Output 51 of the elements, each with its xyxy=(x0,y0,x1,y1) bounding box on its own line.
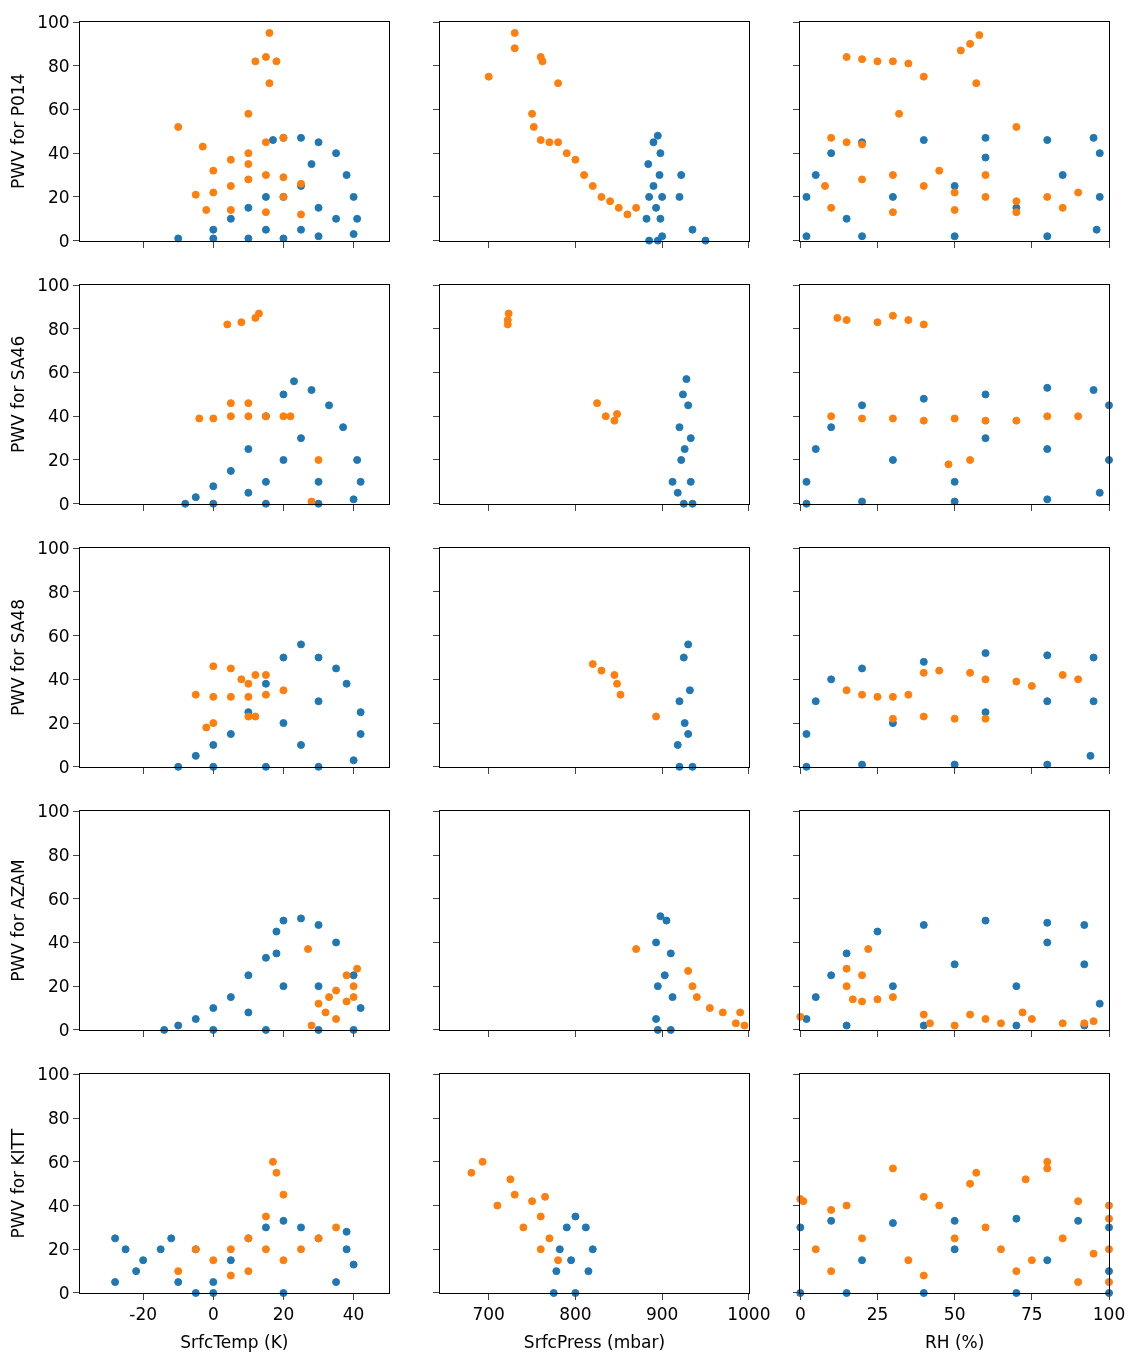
x-tick-label: 25 xyxy=(866,1304,889,1325)
y-tick-label: 20 xyxy=(47,449,70,470)
y-tick-label: 40 xyxy=(47,669,70,690)
y-tick-label: 100 xyxy=(37,538,70,559)
y-tick-label: 60 xyxy=(47,1151,70,1172)
x-tick-label: 0 xyxy=(207,1304,219,1325)
y-tick-label: 100 xyxy=(37,801,70,822)
y-axis-title: PWV for SA48 xyxy=(7,598,28,717)
y-tick-label: 40 xyxy=(47,406,70,427)
y-tick-label: 60 xyxy=(47,625,70,646)
y-tick-label: 40 xyxy=(47,143,70,164)
x-tick-label: 20 xyxy=(272,1304,295,1325)
y-tick-label: 0 xyxy=(58,1019,70,1040)
x-tick-label: 1000 xyxy=(727,1304,771,1325)
y-tick-label: 80 xyxy=(47,55,70,76)
x-axis-title: SrfcPress (mbar) xyxy=(523,1331,666,1352)
y-tick-label: 40 xyxy=(47,1195,70,1216)
x-tick-label: 0 xyxy=(794,1304,806,1325)
y-tick-label: 40 xyxy=(47,932,70,953)
y-tick-label: 80 xyxy=(47,844,70,865)
y-tick-label: 60 xyxy=(47,888,70,909)
x-tick-label: 40 xyxy=(342,1304,365,1325)
y-tick-label: 20 xyxy=(47,1239,70,1260)
y-axis-title: PWV for AZAM xyxy=(7,859,28,982)
y-tick-label: 60 xyxy=(47,362,70,383)
y-axis-title: PWV for SA46 xyxy=(7,335,28,454)
y-tick-label: 100 xyxy=(37,1064,70,1085)
x-tick-label: 75 xyxy=(1021,1304,1043,1325)
y-axis-title: PWV for KITT xyxy=(7,1128,28,1239)
y-tick-label: 100 xyxy=(37,275,70,296)
x-tick-label: -20 xyxy=(129,1304,158,1325)
x-tick-label: 100 xyxy=(1092,1304,1126,1325)
y-tick-label: 80 xyxy=(47,318,70,339)
y-tick-label: 0 xyxy=(58,1282,70,1303)
y-tick-label: 60 xyxy=(47,99,70,120)
x-axis-title: RH (%) xyxy=(924,1331,985,1352)
x-tick-label: 800 xyxy=(559,1304,592,1325)
y-tick-label: 0 xyxy=(58,756,70,777)
y-tick-label: 0 xyxy=(58,493,70,514)
y-tick-label: 0 xyxy=(58,230,70,251)
x-tick-label: 50 xyxy=(943,1304,966,1325)
y-tick-label: 20 xyxy=(47,976,70,997)
x-tick-label: 900 xyxy=(645,1304,679,1325)
y-axis-title: PWV for P014 xyxy=(7,73,28,190)
y-tick-label: 20 xyxy=(47,186,70,207)
x-axis-title: SrfcTemp (K) xyxy=(180,1331,289,1352)
y-tick-label: 100 xyxy=(37,11,70,32)
y-tick-label: 80 xyxy=(47,581,70,602)
x-tick-label: 700 xyxy=(472,1304,505,1325)
y-tick-label: 20 xyxy=(47,713,70,734)
y-tick-label: 80 xyxy=(47,1108,70,1129)
